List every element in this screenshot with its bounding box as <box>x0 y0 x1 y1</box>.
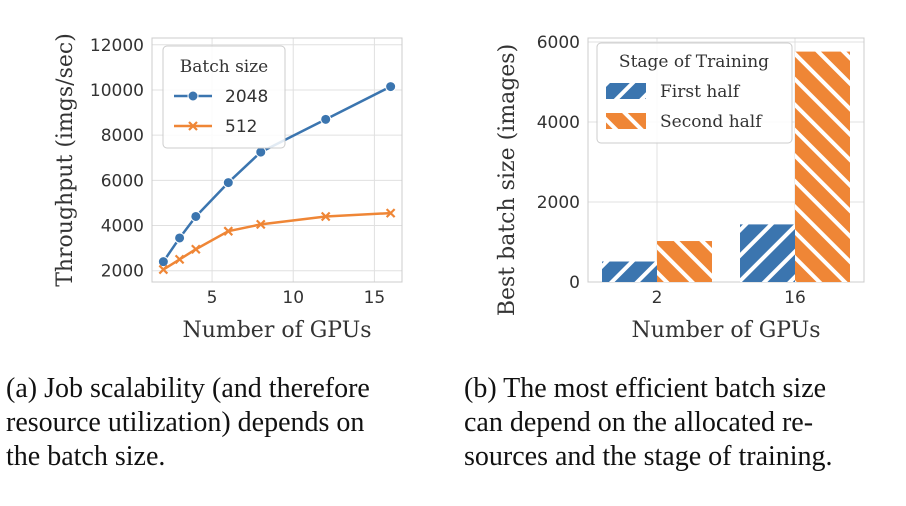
legend-swatch-first-half <box>606 83 646 99</box>
data-point <box>222 177 234 189</box>
data-point <box>255 146 267 158</box>
data-point <box>320 211 331 222</box>
data-point <box>223 226 234 236</box>
y-tick-label: 6000 <box>537 33 580 53</box>
y-tick-label: 0 <box>569 273 580 293</box>
batch-size-chart: 0 2000 4000 6000 2 16 Number of GPUs Best bat… <box>495 33 865 343</box>
caption-a-line: (a) Job scalability (and therefore <box>6 373 370 404</box>
caption-a-line: resource utilization) depends on <box>6 407 365 438</box>
caption-b-line: can depend on the allocated re- <box>464 407 814 438</box>
caption-b: (b) The most efficient batch size can de… <box>464 372 833 474</box>
legend-label-first-half: First half <box>660 82 741 102</box>
x-axis-label: Number of GPUs <box>182 318 371 343</box>
data-point <box>191 244 201 255</box>
data-point <box>190 210 202 222</box>
legend-label-512: 512 <box>225 117 257 137</box>
bars-group <box>602 51 850 282</box>
y-axis-label: Best batch size (images) <box>495 44 520 316</box>
legend-swatch-second-half <box>606 113 646 129</box>
bar-2-0 <box>602 261 657 282</box>
bar-16-0 <box>740 224 795 282</box>
x-tick-label: 5 <box>207 288 218 308</box>
series-group <box>157 81 397 275</box>
y-tick-label: 10000 <box>90 81 144 101</box>
y-tick-label: 12000 <box>90 36 144 56</box>
legend: Stage of Training First half Second half <box>596 42 793 144</box>
y-axis-label: Throughput (imgs/sec) <box>53 33 78 287</box>
legend-marker-2048 <box>187 90 199 102</box>
y-tick-label: 4000 <box>537 113 580 133</box>
x-tick-label: 15 <box>364 288 386 308</box>
legend-label-2048: 2048 <box>225 87 268 107</box>
tick-labels: 0 2000 4000 6000 2 16 <box>537 33 806 308</box>
tick-labels: 5 10 15 2000 4000 6000 8000 10000 12000 <box>90 36 385 308</box>
y-tick-label: 6000 <box>101 171 144 191</box>
y-tick-label: 2000 <box>537 193 580 213</box>
y-tick-label: 8000 <box>101 126 144 146</box>
bar-2-1 <box>657 241 712 282</box>
legend-marker-512 <box>188 121 198 131</box>
data-point <box>174 232 186 244</box>
caption-a-line: the batch size. <box>6 441 166 472</box>
legend-title: Stage of Training <box>619 52 769 72</box>
plot-frame <box>151 37 403 283</box>
x-tick-label: 16 <box>784 288 806 308</box>
x-tick-label: 10 <box>282 288 304 308</box>
data-point <box>320 113 332 125</box>
caption-b-line: sources and the stage of training. <box>464 441 833 472</box>
x-axis-label: Number of GPUs <box>631 318 820 343</box>
caption-b-line: (b) The most efficient batch size <box>464 373 827 404</box>
plot-frame <box>587 37 865 283</box>
data-point <box>158 264 169 275</box>
legend: Batch size 2048 512 <box>162 45 286 149</box>
data-point <box>255 219 266 230</box>
x-tick-label: 2 <box>652 288 663 308</box>
legend-label-second-half: Second half <box>660 112 763 132</box>
caption-a: (a) Job scalability (and therefore resou… <box>6 372 370 474</box>
legend-box <box>162 45 286 149</box>
legend-title: Batch size <box>180 57 269 77</box>
bar-16-1 <box>795 51 850 282</box>
throughput-chart: 5 10 15 2000 4000 6000 8000 10000 12000 Number o… <box>53 33 403 343</box>
data-point <box>174 254 185 265</box>
y-tick-label: 2000 <box>101 262 144 282</box>
data-point <box>385 208 396 218</box>
data-point <box>385 81 397 93</box>
y-tick-label: 4000 <box>101 217 144 237</box>
data-point <box>157 256 169 268</box>
